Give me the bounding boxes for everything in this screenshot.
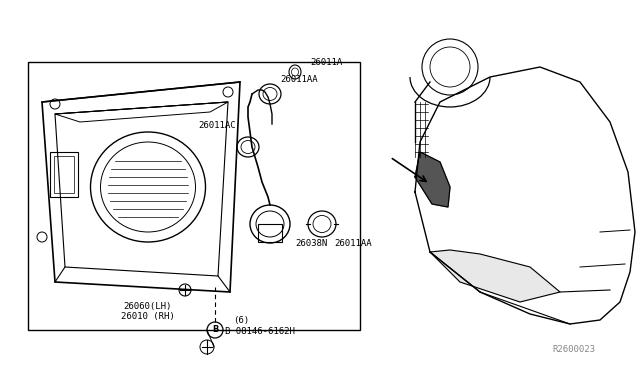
Bar (28, 62, 360, 330)
Text: R2600023: R2600023 (552, 345, 595, 354)
Text: 26011AA: 26011AA (334, 240, 372, 248)
Bar (258, 224, 282, 242)
Text: 26060(LH): 26060(LH) (124, 302, 172, 311)
Text: (6): (6) (233, 317, 249, 326)
Bar (54, 156, 74, 193)
Polygon shape (430, 250, 560, 302)
Text: 26011A: 26011A (310, 58, 342, 67)
Text: 26038N: 26038N (295, 240, 327, 248)
Text: 26011AC: 26011AC (198, 121, 236, 129)
Bar (50, 152, 78, 197)
Text: 26010 (RH): 26010 (RH) (121, 312, 175, 321)
Text: B 08146-6162H: B 08146-6162H (225, 327, 295, 337)
Polygon shape (415, 152, 450, 207)
Text: 26011AA: 26011AA (280, 74, 317, 83)
Text: B: B (212, 326, 218, 334)
